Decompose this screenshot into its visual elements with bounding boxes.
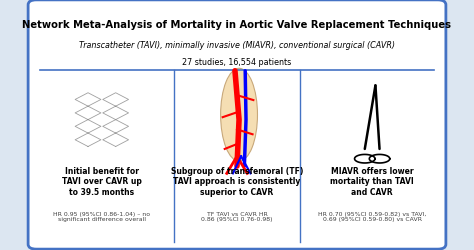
Text: MIAVR offers lower
mortality than TAVI
and CAVR: MIAVR offers lower mortality than TAVI a… — [330, 166, 414, 196]
Text: Transcatheter (TAVI), minimally invasive (MIAVR), conventional surgical (CAVR): Transcatheter (TAVI), minimally invasive… — [79, 41, 395, 50]
Text: Subgroup of transfemoral (TF)
TAVI approach is consistently
superior to CAVR: Subgroup of transfemoral (TF) TAVI appro… — [171, 166, 303, 196]
Text: Network Meta-Analysis of Mortality in Aortic Valve Replacement Techniques: Network Meta-Analysis of Mortality in Ao… — [22, 20, 452, 30]
Text: TF TAVI vs CAVR HR
0.86 (95%CI 0.76-0.98): TF TAVI vs CAVR HR 0.86 (95%CI 0.76-0.98… — [201, 211, 273, 222]
Text: 27 studies, 16,554 patients: 27 studies, 16,554 patients — [182, 58, 292, 67]
Ellipse shape — [220, 69, 257, 162]
FancyBboxPatch shape — [28, 1, 446, 249]
Text: HR 0.70 (95%CI 0.59-0.82) vs TAVI,
0.69 (95%CI 0.59-0.80) vs CAVR: HR 0.70 (95%CI 0.59-0.82) vs TAVI, 0.69 … — [318, 211, 426, 222]
Text: HR 0.95 (95%CI 0.86-1.04) – no
significant difference overall: HR 0.95 (95%CI 0.86-1.04) – no significa… — [54, 211, 150, 222]
Text: Initial benefit for
TAVI over CAVR up
to 39.5 months: Initial benefit for TAVI over CAVR up to… — [62, 166, 142, 196]
